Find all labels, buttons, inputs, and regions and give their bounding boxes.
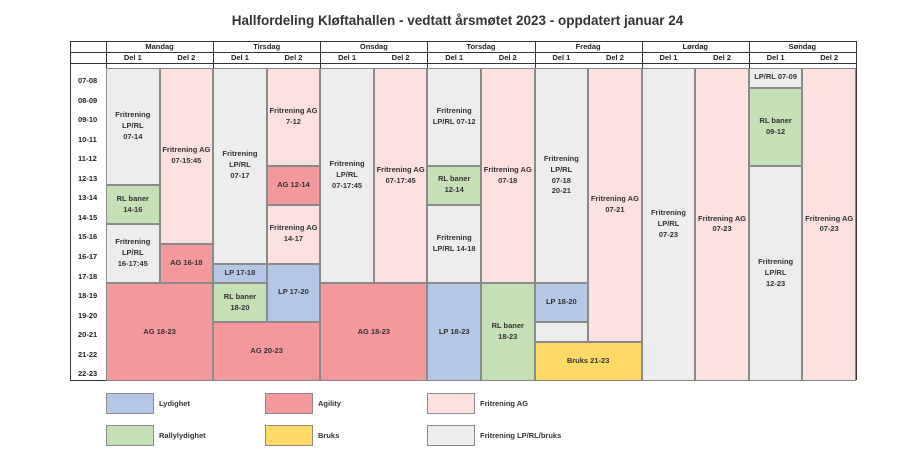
schedule-block: LP 17-18 bbox=[213, 263, 267, 284]
legend-swatch bbox=[265, 393, 313, 414]
grid-line bbox=[70, 52, 856, 53]
grid-line bbox=[70, 41, 856, 42]
schedule-block: Fritrening AG 07-21 bbox=[588, 68, 642, 342]
schedule-block: LP 18-20 bbox=[534, 283, 589, 323]
sub-header: Del 1 bbox=[123, 53, 142, 62]
time-label: 22-23 bbox=[78, 369, 98, 379]
schedule-block: Fritrening AG 07-17:45 bbox=[373, 68, 428, 284]
page-title: Hallfordeling Kløftahallen - vedtatt års… bbox=[231, 13, 684, 28]
legend-swatch bbox=[106, 393, 154, 414]
legend-swatch bbox=[106, 425, 154, 446]
schedule-block: Fritrening AG 07-18 bbox=[480, 68, 535, 284]
schedule-block: LP 18-23 bbox=[427, 283, 481, 381]
schedule-block: AG 16-18 bbox=[159, 244, 214, 284]
sub-header: Del 2 bbox=[820, 53, 839, 62]
schedule-block: Fritrening AG 7-12 bbox=[266, 68, 321, 166]
time-label: 14-15 bbox=[78, 212, 98, 222]
schedule-block: AG 18-23 bbox=[320, 283, 428, 381]
time-label: 20-21 bbox=[78, 330, 98, 340]
legend-label: Lydighet bbox=[159, 399, 190, 408]
day-header: Onsdag bbox=[359, 42, 388, 51]
time-label: 18-19 bbox=[78, 291, 98, 301]
legend-label: Rallylydighet bbox=[159, 431, 206, 440]
schedule-block: Fritrening AG 07-23 bbox=[695, 68, 749, 381]
schedule-block: Fritrening LP/RL 16-17:45 bbox=[106, 224, 160, 284]
schedule-block: Fritrening LP/RL 07-14 bbox=[106, 68, 160, 186]
schedule-block: RL baner 18-20 bbox=[213, 283, 267, 323]
schedule-block: AG 20-23 bbox=[213, 322, 321, 381]
legend-swatch bbox=[427, 425, 475, 446]
time-label: 19-20 bbox=[78, 310, 98, 320]
schedule-block bbox=[534, 322, 589, 342]
sub-header: Del 2 bbox=[177, 53, 196, 62]
grid-line bbox=[70, 41, 71, 380]
schedule-block: Fritrening LP/RL 07-17:45 bbox=[320, 68, 374, 284]
day-header: Mandag bbox=[145, 42, 174, 51]
legend-label: Fritrening LP/RL/bruks bbox=[480, 431, 562, 440]
grid-line bbox=[855, 41, 857, 380]
time-label: 15-16 bbox=[78, 232, 98, 242]
legend-label: Bruks bbox=[318, 431, 340, 440]
schedule-block: Bruks 21-23 bbox=[534, 341, 642, 381]
time-label: 11-12 bbox=[78, 154, 97, 164]
schedule-block: Fritrening LP/RL 14-18 bbox=[427, 204, 481, 284]
time-label: 10-11 bbox=[78, 134, 97, 144]
schedule-block: AG 12-14 bbox=[266, 165, 321, 205]
schedule-block: Fritrening LP/RL 12-23 bbox=[748, 165, 803, 381]
sub-header: Del 1 bbox=[659, 53, 678, 62]
schedule-block: Fritrening AG 14-17 bbox=[266, 204, 321, 264]
legend-label: Fritrening AG bbox=[480, 399, 529, 408]
schedule-block: Fritrening AG 07-23 bbox=[802, 68, 856, 381]
day-header: Fredag bbox=[575, 42, 601, 51]
schedule-block: LP/RL 07-09 bbox=[748, 68, 803, 88]
day-header: Lørdag bbox=[682, 42, 708, 51]
sub-header: Del 2 bbox=[605, 53, 624, 62]
schedule-block: RL baner 18-23 bbox=[480, 283, 535, 381]
time-label: 08-09 bbox=[78, 95, 98, 105]
schedule-block: Fritrening LP/RL 07-17 bbox=[213, 68, 267, 264]
legend-swatch bbox=[427, 393, 475, 414]
sub-header: Del 2 bbox=[498, 53, 517, 62]
sub-header: Del 2 bbox=[391, 53, 410, 62]
time-label: 17-18 bbox=[78, 271, 98, 281]
schedule-block: Fritrening LP/RL 07-18 20-21 bbox=[534, 68, 589, 284]
time-label: 07-08 bbox=[78, 76, 98, 85]
grid-line bbox=[70, 63, 856, 64]
schedule-block: Fritrening AG 07-15:45 bbox=[159, 68, 214, 245]
sub-header: Del 1 bbox=[338, 53, 357, 62]
sub-header: Del 1 bbox=[445, 53, 464, 62]
day-header: Torsdag bbox=[466, 42, 496, 51]
sub-header: Del 1 bbox=[766, 53, 785, 62]
schedule-block: RL baner 12-14 bbox=[427, 165, 481, 205]
schedule-block: RL baner 09-12 bbox=[748, 87, 803, 166]
sub-header: Del 1 bbox=[552, 53, 571, 62]
day-header: Tirsdag bbox=[253, 42, 281, 51]
legend-swatch bbox=[265, 425, 313, 446]
time-label: 09-10 bbox=[78, 115, 98, 125]
schedule-block: AG 18-23 bbox=[106, 283, 214, 381]
schedule-block: RL baner 14-16 bbox=[106, 185, 160, 225]
time-label: 12-13 bbox=[78, 173, 98, 183]
legend-label: Agility bbox=[318, 399, 341, 408]
schedule-block: LP 17-20 bbox=[266, 263, 321, 323]
time-label: 21-22 bbox=[78, 349, 98, 359]
day-header: Søndag bbox=[788, 42, 817, 51]
sub-header: Del 2 bbox=[713, 53, 732, 62]
schedule-block: Fritrening LP/RL 07-23 bbox=[641, 68, 696, 381]
schedule-block: Fritrening LP/RL 07-12 bbox=[427, 68, 481, 166]
time-label: 13-14 bbox=[78, 193, 98, 203]
time-label: 16-17 bbox=[78, 252, 98, 262]
sub-header: Del 2 bbox=[284, 53, 303, 62]
sub-header: Del 1 bbox=[230, 53, 249, 62]
